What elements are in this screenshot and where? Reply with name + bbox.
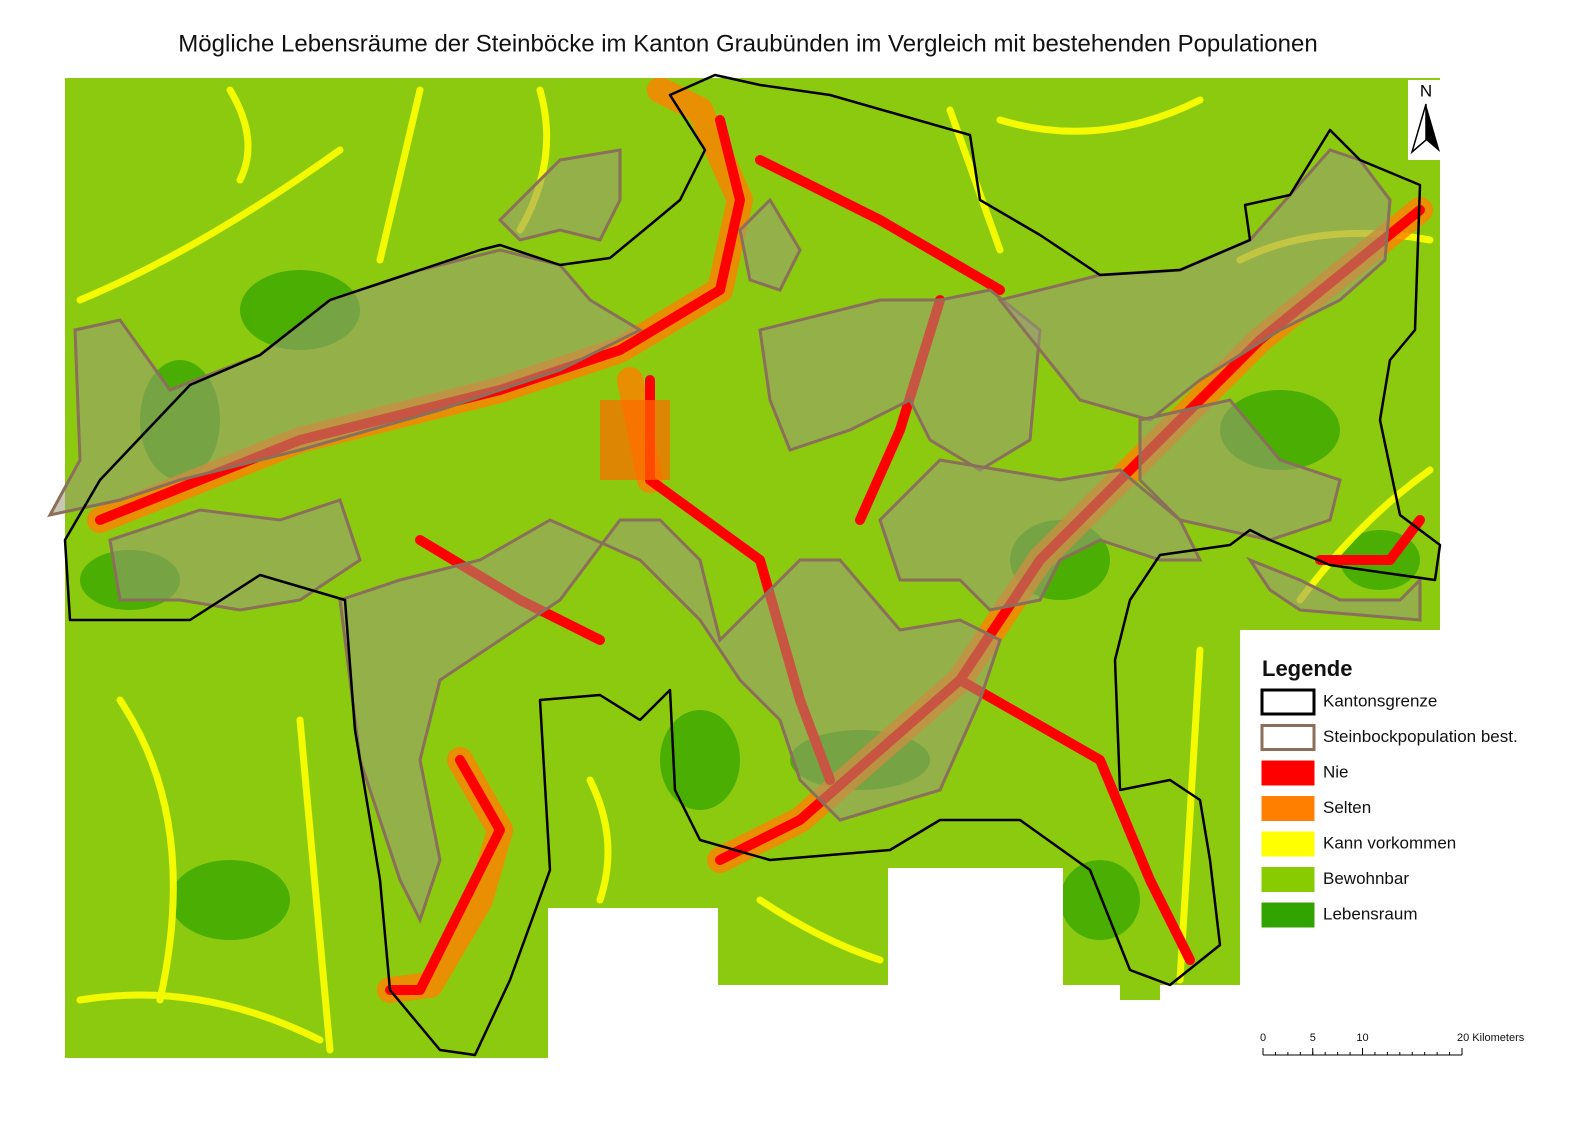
scale-label: 20 Kilometers <box>1457 1032 1525 1044</box>
canton-border <box>63 73 1442 1057</box>
map-title: Mögliche Lebensräume der Steinböcke im K… <box>178 30 1317 57</box>
legend-swatch <box>1261 796 1315 821</box>
steinbock-populations <box>47 148 1422 924</box>
scale-label: 0 <box>1260 1032 1266 1044</box>
legend-label: Lebensraum <box>1323 904 1418 923</box>
legend: Legende Kantonsgrenze Steinbockpopulation… <box>1240 630 1587 960</box>
scale-bar: 0 5 10 20 Kilometers <box>1260 1032 1525 1056</box>
legend-label: Bewohnbar <box>1323 869 1409 888</box>
legend-label: Selten <box>1323 798 1371 817</box>
legend-swatch <box>1261 902 1315 928</box>
legend-label: Steinbockpopulation best. <box>1323 727 1518 746</box>
north-label: N <box>1420 81 1432 100</box>
scale-label: 10 <box>1356 1032 1368 1044</box>
legend-swatch <box>1261 867 1315 892</box>
legend-title: Legende <box>1262 656 1352 681</box>
legend-swatch <box>1261 760 1315 786</box>
legend-label: Kann vorkommen <box>1323 833 1456 852</box>
north-arrow: N <box>1408 80 1444 160</box>
legend-swatch <box>1260 688 1316 716</box>
legend-label: Nie <box>1323 762 1349 781</box>
scale-label: 5 <box>1310 1032 1316 1044</box>
legend-swatch <box>1261 831 1315 857</box>
legend-label: Kantonsgrenze <box>1323 691 1437 710</box>
legend-swatch <box>1260 724 1316 751</box>
